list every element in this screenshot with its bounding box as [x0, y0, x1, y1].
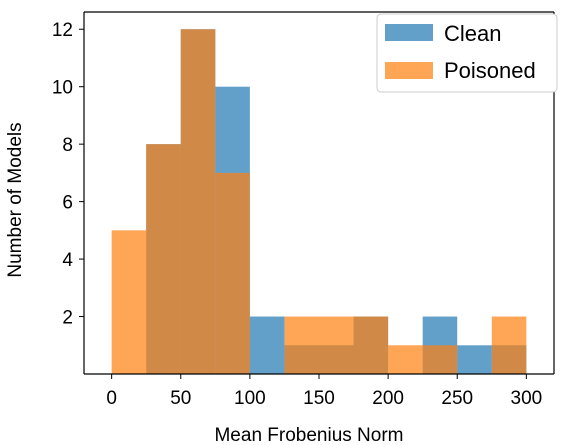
x-tick-label-50: 50 — [170, 388, 191, 409]
x-tick-label-200: 200 — [372, 388, 404, 409]
y-tick-label-6: 6 — [62, 193, 73, 214]
x-tick-label-100: 100 — [234, 388, 266, 409]
bar-poisoned-bin-6 — [319, 316, 354, 374]
x-tick-label-0: 0 — [106, 388, 117, 409]
bar-clean-bin-4 — [249, 316, 285, 374]
y-tick-label-12: 12 — [52, 20, 73, 41]
bar-poisoned-bin-7 — [353, 316, 389, 374]
legend-swatch-poisoned — [385, 62, 433, 79]
bar-poisoned-bin-5 — [284, 316, 319, 374]
bar-poisoned-bin-3 — [215, 172, 250, 374]
bar-poisoned-bin-1 — [146, 144, 181, 374]
ticks-layer: 0 50 100 150 200 250 300 2 4 6 8 10 12 — [52, 20, 542, 409]
y-axis-label: Number of Models — [5, 122, 26, 277]
bar-poisoned-bin-11 — [491, 316, 527, 374]
x-tick-label-150: 150 — [303, 388, 335, 409]
x-tick-label-250: 250 — [441, 388, 473, 409]
y-tick-label-4: 4 — [62, 250, 73, 271]
bar-poisoned-bin-9 — [422, 345, 458, 374]
legend-label-poisoned: Poisoned — [444, 58, 536, 83]
bars-layer — [111, 29, 527, 374]
y-tick-label-10: 10 — [52, 78, 73, 99]
bar-clean-bin-10 — [457, 345, 492, 374]
x-axis-label: Mean Frobenius Norm — [214, 425, 403, 445]
legend-label-clean: Clean — [444, 21, 501, 46]
x-tick-label-300: 300 — [511, 388, 543, 409]
y-tick-label-8: 8 — [62, 135, 73, 156]
bar-poisoned-bin-0 — [111, 230, 147, 374]
y-tick-label-2: 2 — [62, 308, 73, 329]
axes-layer — [83, 11, 555, 375]
legend-swatch-clean — [385, 24, 433, 41]
bar-poisoned-bin-2 — [180, 29, 216, 374]
bar-poisoned-bin-8 — [388, 345, 423, 374]
legend: Clean Poisoned — [376, 13, 558, 93]
